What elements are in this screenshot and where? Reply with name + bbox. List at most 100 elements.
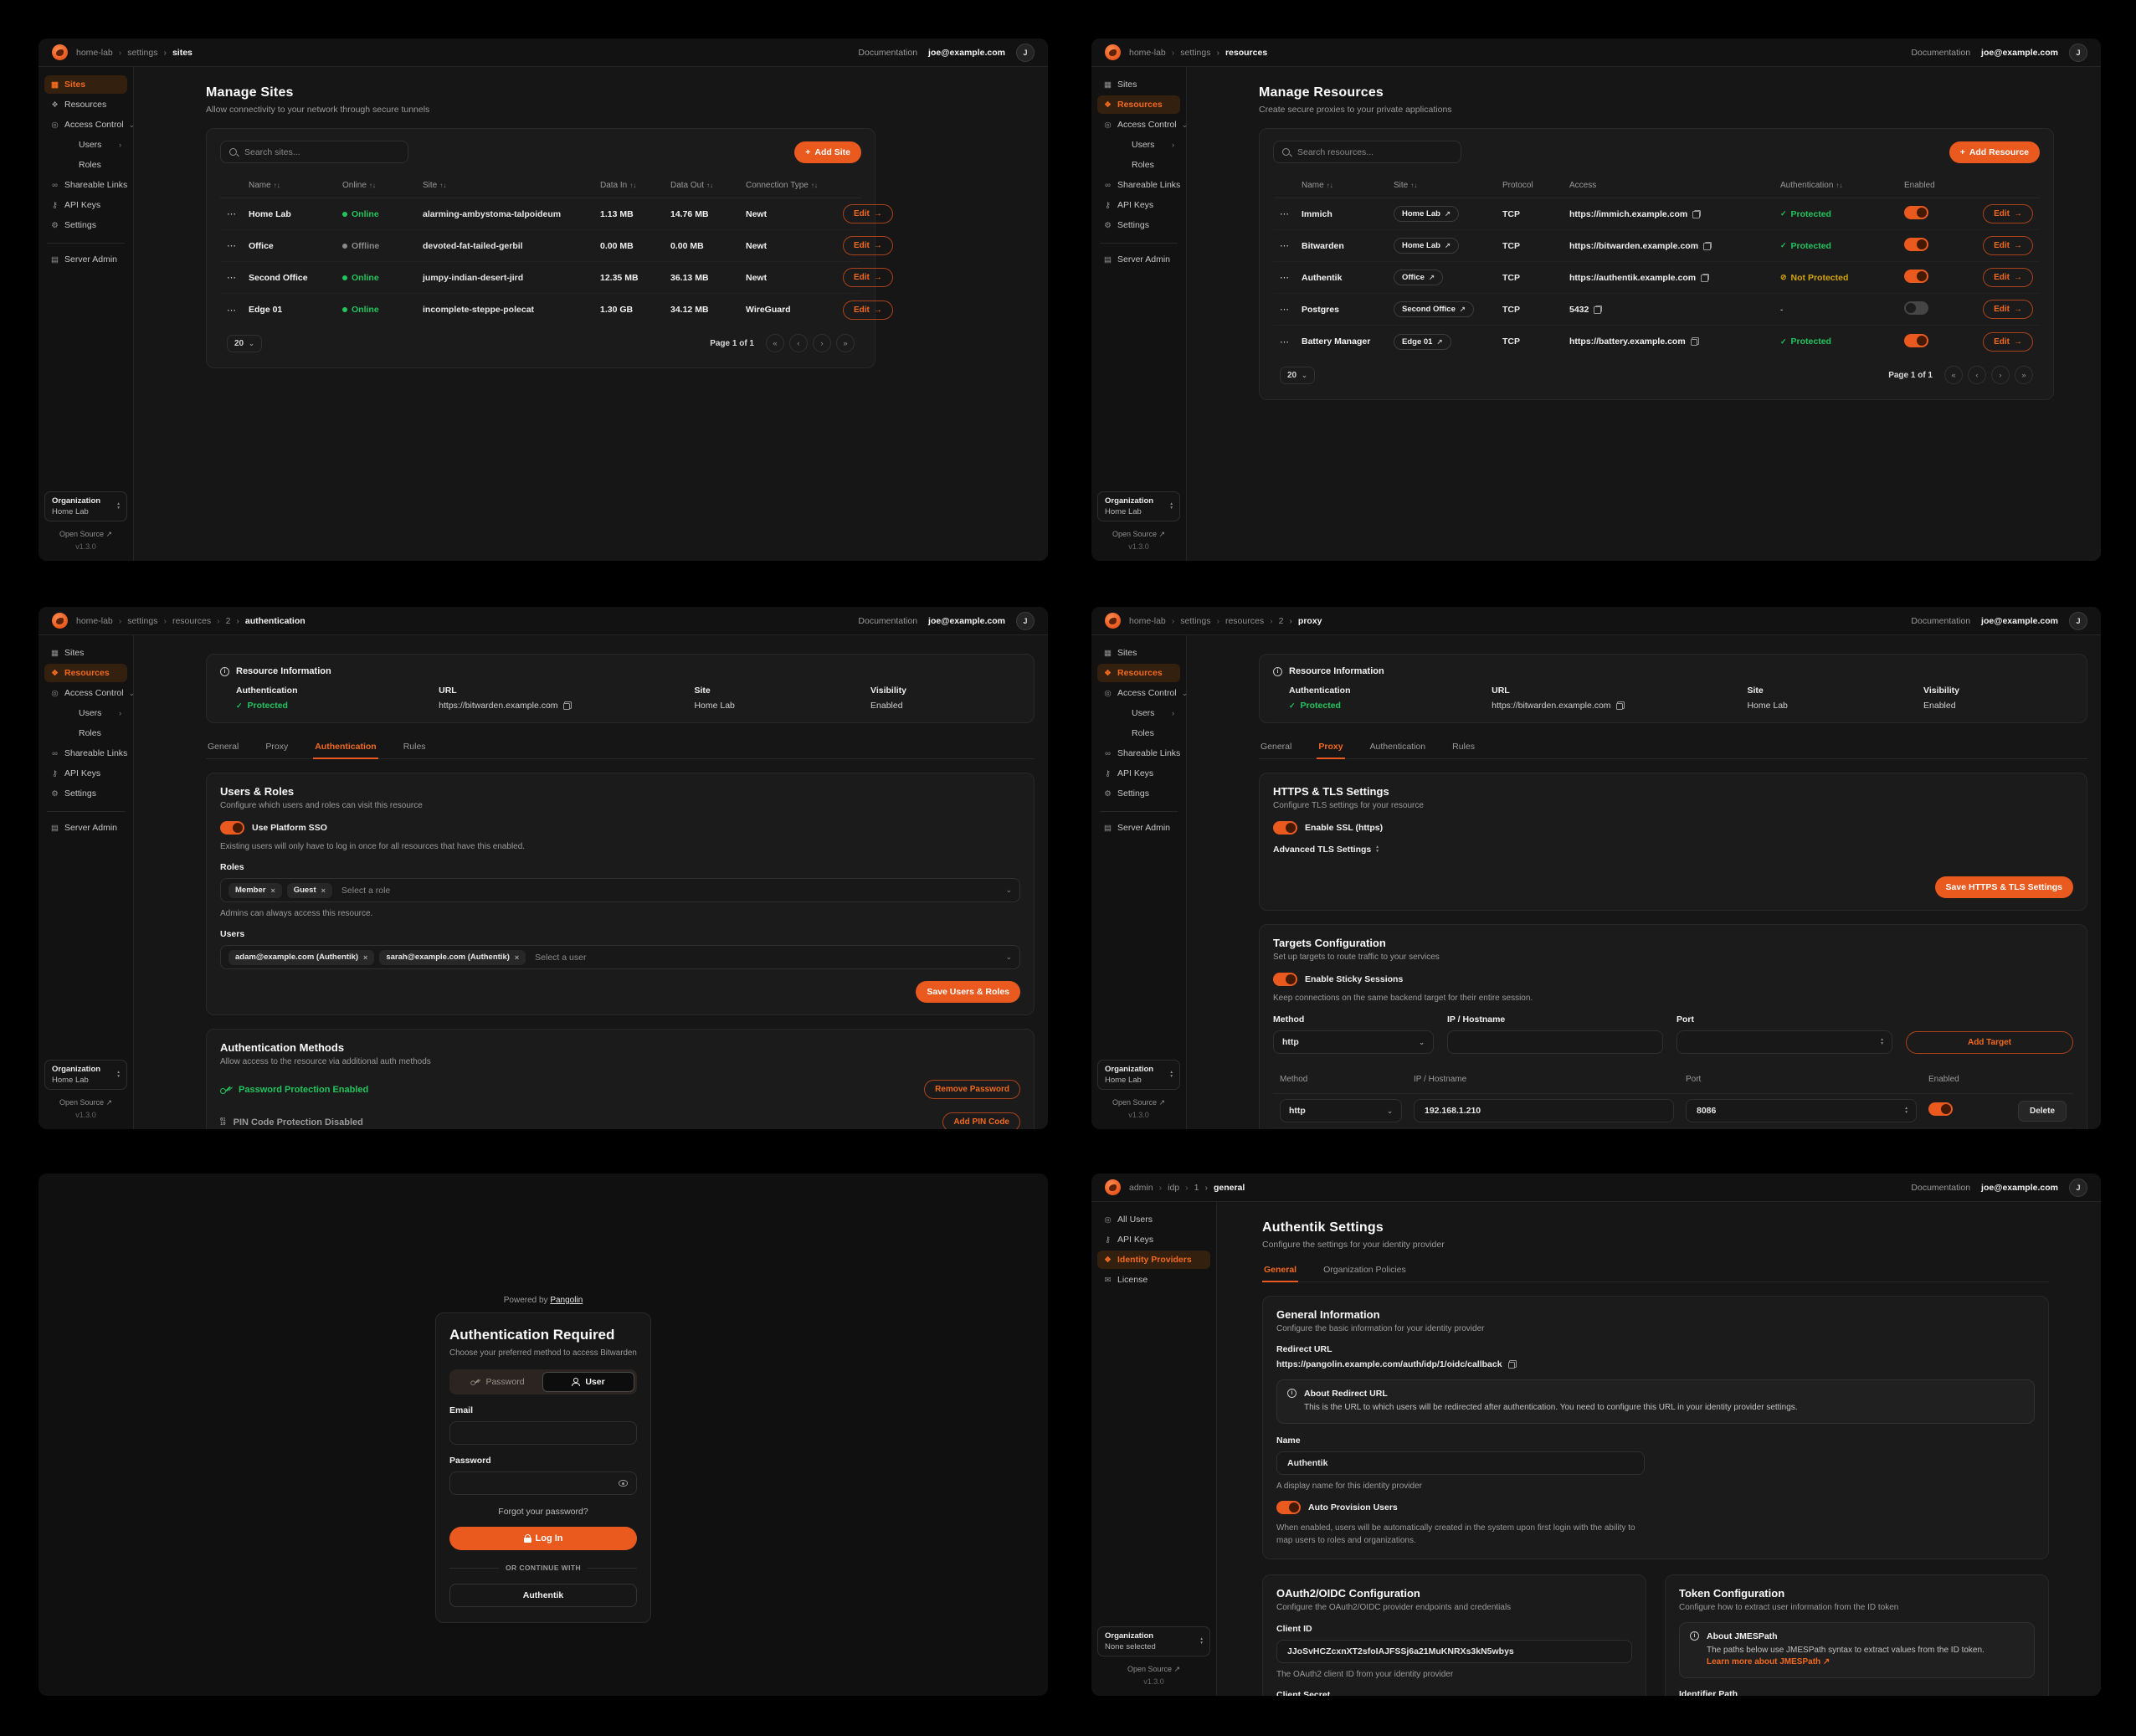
method-select[interactable]: http ⌄ <box>1273 1030 1434 1054</box>
tab-authentication[interactable]: Authentication <box>313 737 378 759</box>
sidebar-item[interactable]: Users › <box>1132 708 1174 718</box>
organization-selector[interactable]: Organization Home Lab ▴ ▾ <box>1097 1060 1180 1090</box>
prev-page-button[interactable]: ‹ <box>1968 366 1986 384</box>
sidebar-item[interactable]: ⚙ Settings <box>51 788 96 799</box>
edit-button[interactable]: Edit → <box>1983 204 2033 223</box>
pangolin-logo-icon[interactable] <box>1105 44 1121 60</box>
sidebar-item[interactable]: ⚙ Settings <box>1104 220 1149 230</box>
organization-selector[interactable]: Organization Home Lab ▴ ▾ <box>44 1060 127 1090</box>
page-size-select[interactable]: 20 ⌄ <box>1280 366 1315 384</box>
documentation-link[interactable]: Documentation <box>858 615 918 626</box>
save-https-tls-button[interactable]: Save HTTPS & TLS Settings <box>1934 876 2073 898</box>
user-email[interactable]: joe@example.com <box>1981 615 2058 626</box>
show-password-icon[interactable] <box>619 1480 628 1487</box>
avatar[interactable]: J <box>1016 611 1035 630</box>
stepper-icon[interactable]: ▴ ▾ <box>1881 1037 1883 1046</box>
breadcrumb-item[interactable]: home-lab <box>1129 47 1166 58</box>
row-menu-icon[interactable]: ⋯ <box>1280 209 1290 219</box>
avatar[interactable]: J <box>2069 1178 2087 1197</box>
client-id-input[interactable] <box>1286 1645 1623 1657</box>
organization-selector[interactable]: Organization Home Lab ▴ ▾ <box>44 491 127 521</box>
enabled-toggle[interactable] <box>1904 206 1928 219</box>
email-field[interactable] <box>459 1427 628 1439</box>
row-menu-icon[interactable]: ⋯ <box>227 209 237 219</box>
sidebar-item[interactable]: ◎ Access Control ⌄ <box>51 688 136 698</box>
breadcrumb-item[interactable]: authentication <box>230 616 306 626</box>
sidebar-item[interactable]: Roles <box>79 160 101 170</box>
sidebar-item[interactable]: ✉ License <box>1104 1275 1148 1285</box>
user-email[interactable]: joe@example.com <box>928 47 1005 58</box>
sidebar-item[interactable]: ∞ Shareable Links <box>44 744 127 763</box>
remove-chip-icon[interactable]: × <box>321 886 326 895</box>
copy-icon[interactable] <box>1690 337 1699 346</box>
open-source-link[interactable]: Open Source ↗ <box>1127 1665 1181 1673</box>
edit-button[interactable]: Edit → <box>843 300 893 320</box>
method-select[interactable]: http ⌄ <box>1280 1099 1402 1122</box>
delete-target-button[interactable]: Delete <box>2017 1100 2067 1122</box>
sidebar-item[interactable]: ◎ All Users <box>1104 1215 1153 1225</box>
breadcrumb-item[interactable]: settings <box>113 616 157 626</box>
search-input[interactable] <box>1296 146 1452 158</box>
open-source-link[interactable]: Open Source ↗ <box>1112 1098 1166 1107</box>
tab-rules[interactable]: Rules <box>403 742 426 752</box>
remove-chip-icon[interactable]: × <box>270 886 275 895</box>
tab-proxy[interactable]: Proxy <box>1317 737 1345 759</box>
breadcrumb-item[interactable]: resources <box>1210 616 1264 626</box>
user-email[interactable]: joe@example.com <box>928 615 1005 626</box>
add-target-button[interactable]: Add Target <box>1906 1031 2073 1054</box>
sidebar-item[interactable]: ❖ Resources <box>51 100 107 110</box>
breadcrumb-item[interactable]: admin <box>1129 1182 1153 1193</box>
open-source-link[interactable]: Open Source ↗ <box>1112 530 1166 538</box>
breadcrumb-item[interactable]: home-lab <box>1129 615 1166 626</box>
breadcrumb-item[interactable]: home-lab <box>76 615 113 626</box>
breadcrumb-item[interactable]: 2 <box>1264 616 1284 626</box>
col-site[interactable]: Site ↑↓ <box>1394 181 1418 190</box>
row-menu-icon[interactable]: ⋯ <box>227 273 237 283</box>
tab-general[interactable]: General <box>1262 1260 1299 1282</box>
last-page-button[interactable]: » <box>2015 366 2033 384</box>
sidebar-item[interactable]: ▦ Sites <box>1104 80 1137 90</box>
stepper-icon[interactable]: ▴ ▾ <box>1905 1106 1908 1115</box>
pangolin-link[interactable]: Pangolin <box>550 1296 583 1305</box>
breadcrumb-item[interactable]: resources <box>1210 48 1267 58</box>
enabled-toggle[interactable] <box>1904 301 1928 315</box>
edit-button[interactable]: Edit → <box>1983 331 2033 352</box>
sidebar-item-server-admin[interactable]: ▤ Server Admin <box>1104 823 1171 833</box>
enable-ssl-toggle[interactable] <box>1273 821 1297 835</box>
auto-provision-toggle[interactable] <box>1276 1500 1301 1514</box>
users-multiselect[interactable]: adam@example.com (Authentik) × sarah@examp… <box>220 945 1020 969</box>
pangolin-logo-icon[interactable] <box>1105 613 1121 629</box>
log-in-button[interactable]: Log In <box>449 1527 637 1550</box>
pangolin-logo-icon[interactable] <box>1105 1179 1121 1195</box>
add-resource-button[interactable]: + Add Resource <box>1949 141 2040 163</box>
sidebar-item[interactable]: Roles <box>79 728 101 738</box>
pangolin-logo-icon[interactable] <box>52 613 68 629</box>
edit-button[interactable]: Edit → <box>843 268 893 287</box>
col-authentication[interactable]: Authentication ↑↓ <box>1780 181 1843 190</box>
add-site-button[interactable]: + Add Site <box>794 141 861 163</box>
edit-button[interactable]: Edit → <box>1983 268 2033 287</box>
breadcrumb-item[interactable]: settings <box>1166 616 1210 626</box>
first-page-button[interactable]: « <box>1944 366 1963 384</box>
col-name[interactable]: Name ↑↓ <box>1302 181 1333 190</box>
site-link-chip[interactable]: Edge 01 ↗ <box>1394 333 1451 350</box>
breadcrumb-item[interactable]: sites <box>157 48 193 58</box>
site-link-chip[interactable]: Home Lab ↗ <box>1394 238 1460 254</box>
sidebar-item[interactable]: ∞ Shareable Links <box>1097 176 1180 194</box>
sidebar-item[interactable]: ▦ Sites <box>51 648 85 658</box>
sidebar-item[interactable]: ⚷ API Keys <box>44 196 127 214</box>
remove-chip-icon[interactable]: × <box>514 953 520 962</box>
next-page-button[interactable]: › <box>1991 366 2010 384</box>
sidebar-item[interactable]: ▦ Sites <box>44 75 127 94</box>
breadcrumb-item[interactable]: home-lab <box>76 47 113 58</box>
site-link-chip[interactable]: Home Lab ↗ <box>1394 206 1460 222</box>
enabled-toggle[interactable] <box>1904 238 1928 251</box>
organization-selector[interactable]: Organization Home Lab ▴ ▾ <box>1097 491 1180 521</box>
remove-password-button[interactable]: Remove Password <box>924 1080 1020 1099</box>
documentation-link[interactable]: Documentation <box>1911 47 1971 58</box>
sidebar-item[interactable]: ❖ Resources <box>1097 664 1180 682</box>
avatar[interactable]: J <box>2069 43 2087 62</box>
edit-button[interactable]: Edit → <box>1983 300 2033 319</box>
row-menu-icon[interactable]: ⋯ <box>227 305 237 316</box>
breadcrumb-item[interactable]: proxy <box>1283 616 1322 626</box>
